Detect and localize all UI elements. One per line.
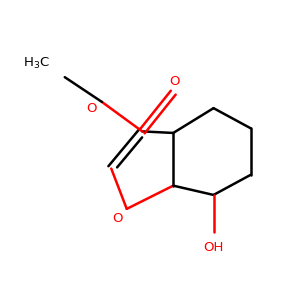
Text: O: O: [169, 75, 180, 88]
Text: OH: OH: [203, 241, 224, 254]
Text: $\mathregular{H_3C}$: $\mathregular{H_3C}$: [23, 56, 50, 71]
Text: O: O: [86, 102, 96, 115]
Text: O: O: [112, 212, 123, 225]
